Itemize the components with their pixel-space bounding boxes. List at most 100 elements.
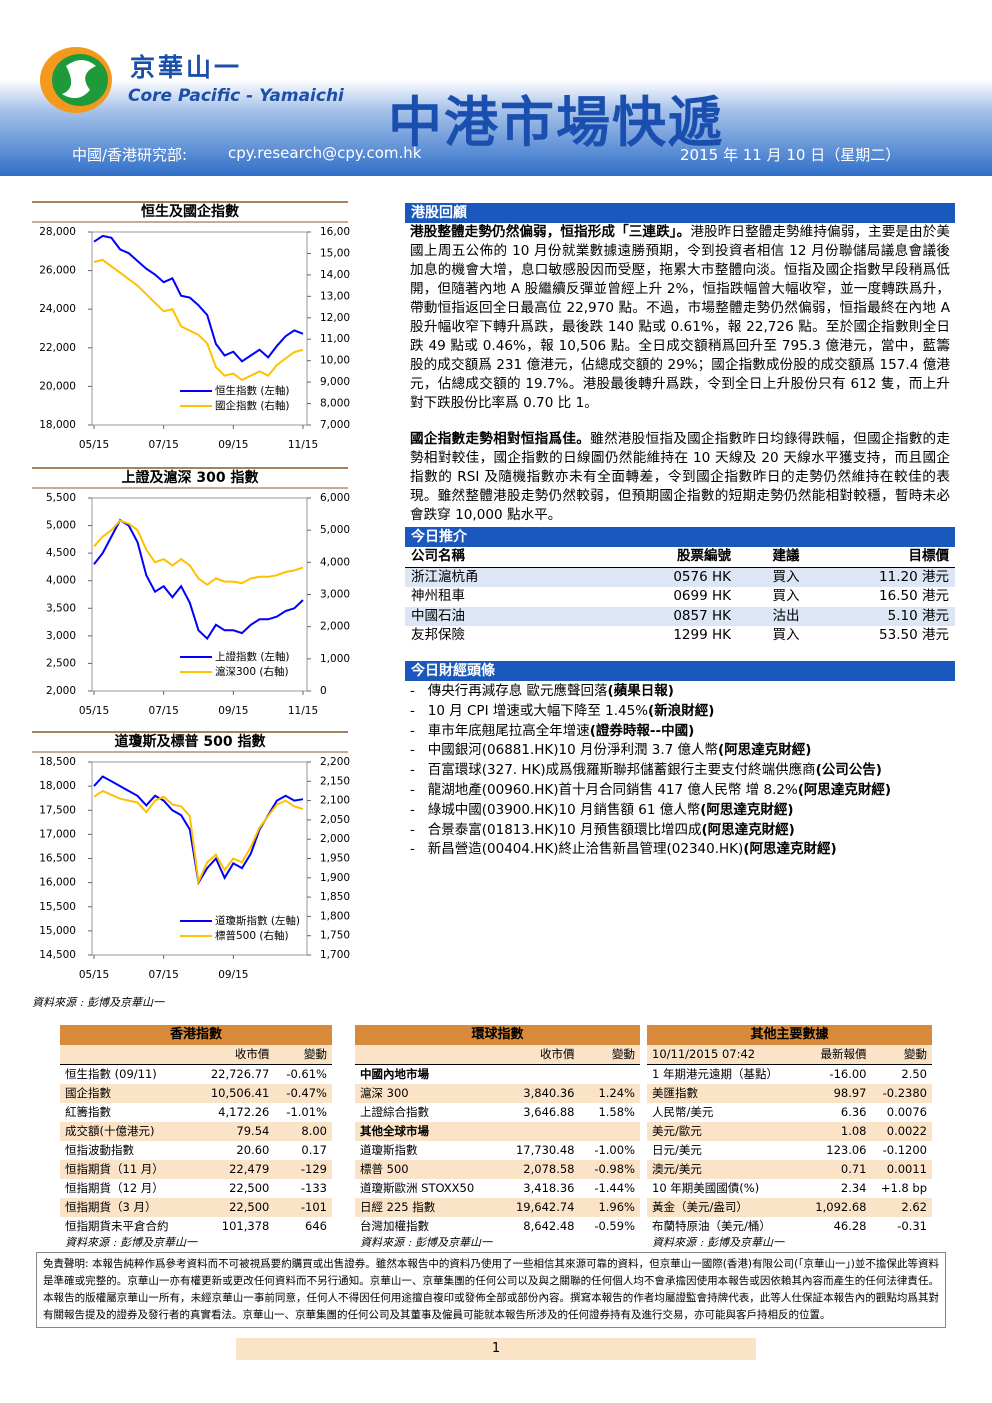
table-cell: 101,378 — [221, 1219, 270, 1233]
table-cell: 10 年期美國國債(%) — [652, 1181, 760, 1195]
table-cell: 22,500 — [229, 1181, 270, 1195]
table-cell: 美匯指數 — [652, 1086, 698, 1100]
table-cell: 123.06 — [826, 1143, 867, 1157]
x-tick-label: 05/15 — [79, 705, 109, 717]
date: 2015 年 11 月 10 日（星期二） — [680, 146, 901, 164]
table-row: 友邦保險 1299 HK 買入 53.50 港元 — [405, 626, 955, 646]
table-cell: +1.8 bp — [880, 1181, 927, 1195]
table-cell: 建議 — [772, 548, 800, 564]
table-cell: 20.60 — [236, 1143, 270, 1157]
table-cell: 2,078.58 — [523, 1162, 575, 1176]
x-tick-label: 11/15 — [288, 705, 318, 717]
chart-title: 上證及滬深 300 指數 — [122, 469, 259, 486]
news-item: - 傳央行再減存息 歐元應聲回落(蘋果日報) — [410, 683, 674, 699]
x-tick-label: 09/15 — [218, 705, 248, 717]
table-cell: 6.36 — [840, 1105, 867, 1119]
x-tick-label: 07/15 — [149, 439, 179, 451]
y-tick-label: 2,100 — [320, 795, 350, 807]
header-band: 京華山一 Core Pacific - Yamaichi 中港市場快遞 中國/香… — [0, 0, 992, 176]
y-tick-label: 1,850 — [320, 891, 350, 903]
y-tick-label: 6,000 — [320, 492, 350, 504]
table-cell: 10,506.41 — [210, 1086, 270, 1100]
table-cell: 黃金（美元/盎司） — [652, 1200, 748, 1214]
table-row: 滬深 300 3,840.36 1.24% — [355, 1084, 640, 1103]
table-row: 黃金（美元/盎司） 1,092.68 2.62 — [647, 1198, 932, 1217]
department: 中國/香港研究部: — [72, 146, 188, 164]
table-cell: -16.00 — [829, 1067, 867, 1081]
table-row: 其他全球市場 — [355, 1122, 640, 1141]
news-item: - 10 月 CPI 增速或大幅下降至 1.45%(新浪財經) — [410, 702, 715, 719]
y-tick-label: 1,800 — [320, 910, 350, 922]
table-cell: -0.31 — [897, 1219, 927, 1233]
table-cell: 11.20 港元 — [879, 568, 949, 585]
table-cell: 道瓊斯歐洲 STOXX50 — [360, 1181, 475, 1195]
legend-label: 上證指數 (左軸) — [215, 650, 290, 663]
table-cell: 5.10 港元 — [887, 607, 949, 624]
table-cell: 4,172.26 — [218, 1105, 270, 1119]
y-tick-label: 20,000 — [39, 380, 76, 392]
y-tick-label: 2,000 — [320, 621, 350, 633]
timestamp: 10/11/2015 07:42 — [652, 1047, 756, 1061]
y-tick-label: 13,000 — [320, 290, 350, 302]
body: 雖然港股恒指及國企指數昨日均錄得跌幅，但國企指數的走勢相對較佳，國企指數的日線圖… — [410, 431, 951, 523]
table-row: 道瓊斯歐洲 STOXX50 3,418.36 -1.44% — [355, 1179, 640, 1198]
table-cell: 17,730.48 — [515, 1143, 575, 1157]
x-tick-label: 05/15 — [79, 969, 109, 981]
table-row: 澳元/美元 0.71 0.0011 — [647, 1160, 932, 1179]
body: 港股昨日整體走勢維持偏弱，主要是由於美國上周五公佈的 10 月份就業數據遠勝預期… — [410, 224, 950, 411]
table-cell: 0699 HK — [673, 588, 731, 604]
x-tick-label: 09/15 — [218, 969, 248, 981]
table-cell: 46.28 — [833, 1219, 867, 1233]
news-source: (阿思達克財經) — [701, 821, 795, 838]
table-cell: 恒指期貨（3 月） — [65, 1200, 157, 1214]
table-cell: 紅籌指數 — [65, 1105, 111, 1119]
section-header: 今日財經頭條 — [405, 661, 955, 681]
table-header: 收市價 變動 — [60, 1045, 332, 1065]
table-cell: 1,092.68 — [815, 1200, 867, 1214]
table-cell: 19,642.74 — [515, 1200, 575, 1214]
news-source: (蘋果日報) — [607, 683, 674, 699]
legend-label: 恒生指數 (左軸) — [215, 384, 290, 397]
x-tick-label: 05/15 — [79, 439, 109, 451]
y-tick-label: 24,000 — [39, 303, 76, 315]
table-cell: 3,840.36 — [523, 1086, 575, 1100]
table-row: 道瓊斯指數 17,730.48 -1.00% — [355, 1141, 640, 1160]
table-cell: 1299 HK — [673, 627, 731, 643]
chart-title: 道瓊斯及標普 500 指數 — [115, 733, 266, 750]
table-row: 布蘭特原油（美元/桶） 46.28 -0.31 — [647, 1217, 932, 1236]
table-row: 恒指期貨（3 月） 22,500 -101 — [60, 1198, 332, 1217]
y-tick-label: 16,000 — [39, 877, 76, 889]
y-tick-label: 12,000 — [320, 312, 350, 324]
y-tick-label: 17,500 — [39, 804, 76, 816]
table-body: 收市價 變動 中國內地市場 滬深 300 3,840.36 1.24% 上證綜合指數 3,64… — [355, 1045, 640, 1250]
table-cell: 0.71 — [840, 1162, 867, 1176]
table-row: 美元/歐元 1.08 0.0022 — [647, 1122, 932, 1141]
table-cell: 1 年期港元遠期（基點） — [652, 1067, 778, 1081]
table-row: 公司名稱 股票編號 建議 目標價 — [405, 547, 955, 568]
chart: 道瓊斯及標普 500 指數 14,500 15,000 15,500 16,000 16,… — [32, 731, 350, 981]
table-title: 環球指數 — [355, 1025, 640, 1045]
email: cpy.research@cpy.com.hk — [228, 144, 422, 162]
y-tick-label: 16,500 — [39, 853, 76, 865]
recommend-table: 公司名稱 股票編號 建議 目標價 浙江滬杭甬 0576 HK 買入 11.20 港元 神州租車 0… — [405, 547, 955, 646]
table-row: 國企指數 10,506.41 -0.47% — [60, 1084, 332, 1103]
y-tick-label: 18,000 — [39, 780, 76, 792]
news-item: - 車市年底翹尾拉高全年增速(證券時報--中國) — [410, 722, 695, 739]
table-source: 資料來源﹕彭博及京華山一 — [647, 1236, 932, 1250]
table-cell: 買入 — [772, 568, 800, 585]
news-source: (新浪財經) — [648, 702, 715, 719]
news-text: 合景泰富(01813.HK)10 月預售額環比增四成 — [427, 821, 702, 838]
news-text: 10 月 CPI 增速或大幅下降至 1.45% — [427, 702, 649, 719]
table-cell: 恒指期貨（12 月） — [65, 1181, 164, 1195]
y-tick-label: 15,000 — [39, 925, 76, 937]
y-tick-label: 3,000 — [46, 630, 76, 642]
table-cell: 日元/美元 — [652, 1143, 702, 1157]
table-cell: -1.44% — [594, 1181, 635, 1195]
table-cell: 人民幣/美元 — [652, 1105, 714, 1119]
table-cell: -0.1200 — [882, 1143, 927, 1157]
table-cell: -101 — [300, 1200, 327, 1214]
y-tick-label: 2,000 — [46, 685, 76, 697]
table-cell: 台灣加權指數 — [360, 1219, 429, 1233]
table-cell: 浙江滬杭甬 — [411, 568, 479, 585]
